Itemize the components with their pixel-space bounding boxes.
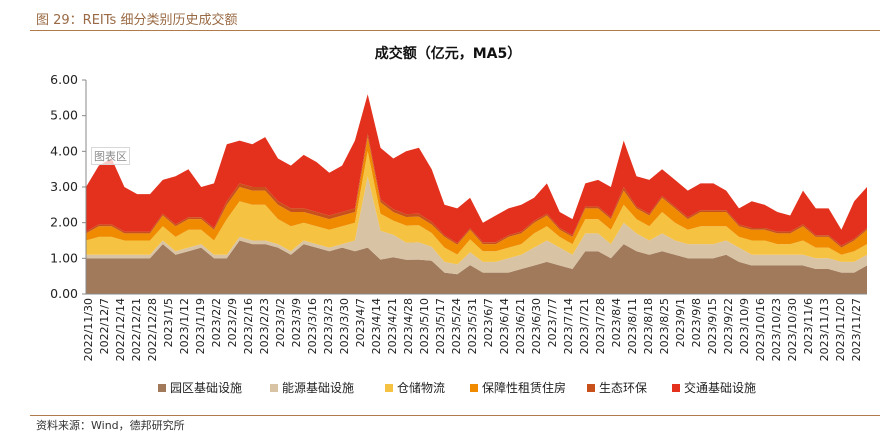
area-series-0 <box>86 240 867 294</box>
x-tick-label: 2023/7/28 <box>594 298 607 354</box>
x-tick-label: 2023/11/6 <box>802 298 815 354</box>
x-tick-label: 2023/2/2 <box>210 298 223 347</box>
legend-swatch <box>385 384 393 392</box>
y-tick-label: 5.00 <box>50 108 78 123</box>
legend: 园区基础设施 能源基础设施 仓储物流 保障性租赁住房 生态环保 交通基础设施 <box>158 380 756 395</box>
legend-label: 交通基础设施 <box>684 380 756 395</box>
area-series-1 <box>86 176 867 275</box>
x-tick-label: 2023/10/16 <box>754 298 767 361</box>
x-tick-label: 2023/7/7 <box>546 298 559 347</box>
x-tick-label: 2023/6/7 <box>482 298 495 347</box>
x-tick-label: 2023/8/11 <box>626 298 639 354</box>
x-tick-label: 2023/9/15 <box>706 298 719 354</box>
legend-label: 能源基础设施 <box>282 381 354 395</box>
y-tick-label: 3.00 <box>50 179 78 194</box>
x-tick-label: 2022/12/21 <box>130 298 143 361</box>
x-tick-label: 2023/7/14 <box>562 298 575 354</box>
x-tick-label: 2023/9/1 <box>674 298 687 347</box>
legend-label: 生态环保 <box>599 381 647 395</box>
legend-label: 仓储物流 <box>397 380 445 395</box>
y-tick-label: 1.00 <box>50 250 78 265</box>
x-tick-label: 2023/3/9 <box>290 298 303 347</box>
area-layers <box>86 94 867 294</box>
area-series-3 <box>86 137 867 255</box>
y-axis: 0.00 1.00 2.00 3.00 4.00 5.00 6.00 <box>50 72 87 301</box>
x-tick-label: 2023/10/23 <box>770 298 783 361</box>
x-tick-label: 2023/11/13 <box>818 298 831 361</box>
x-tick-label: 2023/6/30 <box>530 298 543 354</box>
x-tick-label: 2023/2/23 <box>258 298 271 354</box>
x-tick-label: 2023/9/22 <box>722 298 735 354</box>
x-tick-label: 2023/8/18 <box>642 298 655 354</box>
x-tick-label: 2023/11/27 <box>850 298 863 361</box>
x-tick-label: 2022/12/14 <box>114 298 127 361</box>
legend-swatch <box>470 384 478 392</box>
x-tick-label: 2022/11/30 <box>82 298 95 361</box>
legend-label: 保障性租赁住房 <box>482 380 566 395</box>
figure-title: 图 29：REITs 细分类别历史成交额 <box>36 13 238 28</box>
figure-header: 图 29：REITs 细分类别历史成交额 <box>30 4 880 31</box>
x-tick-label: 2022/12/7 <box>98 298 111 354</box>
legend-swatch <box>270 384 278 392</box>
area-series-2 <box>86 151 867 265</box>
footer-rule <box>30 415 880 416</box>
x-tick-label: 2023/6/21 <box>514 298 527 354</box>
x-tick-label: 2023/1/5 <box>162 298 175 347</box>
x-tick-label: 2023/5/31 <box>466 298 479 354</box>
x-tick-label: 2023/10/9 <box>738 298 751 354</box>
x-tick-label: 2022/12/28 <box>146 298 159 361</box>
y-tick-label: 0.00 <box>50 286 78 301</box>
chart-title: 成交额（亿元，MA5） <box>375 45 522 62</box>
legend-label: 园区基础设施 <box>170 381 242 395</box>
legend-swatch <box>158 384 166 392</box>
x-tick-label: 2023/8/25 <box>658 298 671 354</box>
y-tick-label: 4.00 <box>50 143 78 158</box>
y-tick-label: 2.00 <box>50 215 78 230</box>
x-tick-label: 2023/8/4 <box>610 298 623 347</box>
x-tick-label: 2023/5/24 <box>450 298 463 354</box>
x-tick-label: 2023/3/30 <box>338 298 351 354</box>
y-tick-label: 6.00 <box>50 72 78 87</box>
x-tick-label: 2023/5/10 <box>418 298 431 354</box>
x-tick-label: 2023/4/7 <box>354 298 367 347</box>
x-tick-label: 2023/11/20 <box>834 298 847 361</box>
legend-swatch <box>587 384 595 392</box>
x-tick-label: 2023/2/9 <box>226 298 239 347</box>
x-tick-label: 2023/6/14 <box>498 298 511 354</box>
x-axis: 2022/11/30 2022/12/7 2022/12/14 2022/12/21 2… <box>82 293 867 361</box>
area-series-5 <box>86 94 867 246</box>
x-tick-label: 2023/7/21 <box>578 298 591 354</box>
watermark-label: 图表区 <box>91 147 130 165</box>
chart: 成交额（亿元，MA5） 0.00 1.00 2.00 3.00 4.00 5.00 6.00… <box>50 45 867 395</box>
x-tick-label: 2023/2/16 <box>242 298 255 354</box>
x-tick-label: 2023/3/23 <box>322 298 335 354</box>
x-tick-label: 2023/1/19 <box>194 298 207 354</box>
x-tick-label: 2023/10/30 <box>786 298 799 361</box>
x-tick-label: 2023/3/2 <box>274 298 287 347</box>
x-tick-label: 2023/4/14 <box>370 298 383 354</box>
source-note: 资料来源：Wind，德邦研究所 <box>36 419 185 432</box>
x-tick-label: 2023/1/12 <box>178 298 191 354</box>
x-tick-label: 2023/9/8 <box>690 298 703 347</box>
x-tick-label: 2023/4/21 <box>386 298 399 354</box>
x-tick-label: 2023/4/28 <box>402 298 415 354</box>
x-tick-label: 2023/5/17 <box>434 298 447 354</box>
x-tick-label: 2023/3/16 <box>306 298 319 354</box>
legend-swatch <box>672 384 680 392</box>
